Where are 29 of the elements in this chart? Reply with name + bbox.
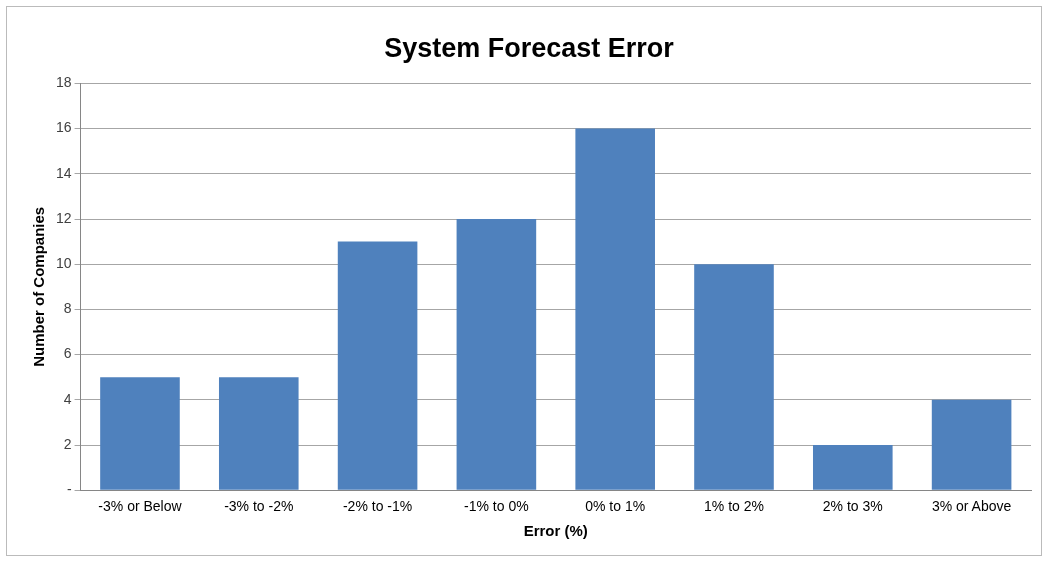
chart-title: System Forecast Error [384,32,675,63]
y-tick-label: 6 [63,345,72,362]
y-tick-label: 12 [55,209,72,226]
bar [813,445,893,490]
bar [456,219,537,490]
x-tick-label: -2% to -1% [342,498,413,515]
x-tick-label: 2% to 3% [822,498,883,515]
y-tick-label: - [66,481,72,498]
x-tick-label: -3% or Below [98,498,183,515]
bar [337,241,418,490]
y-tick-label: 8 [63,300,72,317]
x-axis-title: Error (%) [523,522,588,540]
y-tick-label: 16 [55,119,72,136]
bar [100,377,180,490]
x-tick-label: 1% to 2% [704,498,764,515]
y-tick-label: 2 [63,435,72,452]
y-tick-label: 4 [63,390,72,407]
y-tick-label: 18 [55,74,72,91]
x-tick-label: 3% or Above [931,498,1012,515]
bar [694,264,774,490]
x-tick-label: 0% to 1% [585,498,646,515]
bar [931,399,1012,490]
y-tick-label: 10 [55,255,72,272]
x-tick-label: -3% to -2% [224,498,294,515]
bar [218,377,299,490]
x-tick-label: -1% to 0% [464,498,529,515]
bar [575,128,655,490]
y-axis-title: Number of Companies [30,206,48,367]
y-tick-label: 14 [55,164,72,181]
